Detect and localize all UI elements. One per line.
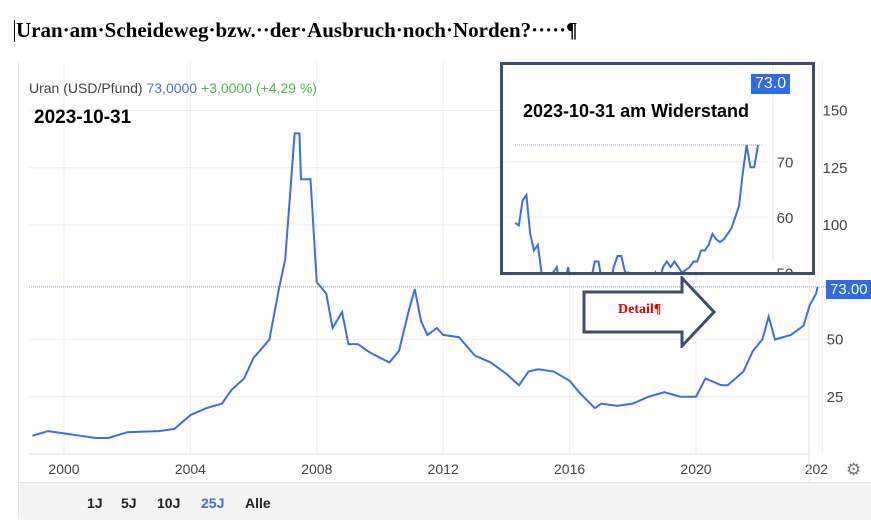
y-tick-label: 25 — [827, 389, 844, 406]
detail-label: Detail¶ — [618, 302, 662, 317]
y-tick-label: 125 — [822, 160, 847, 177]
inset-y-tick-label: 70 — [777, 155, 794, 172]
range-button-25j[interactable]: 25J — [201, 495, 225, 511]
date-annotation: 2023-10-31 — [34, 107, 132, 128]
price-change: +3,0000 (+4,29 %) — [200, 80, 317, 96]
x-tick-label: 2016 — [554, 461, 585, 477]
range-button-5j[interactable]: 5J — [121, 495, 137, 511]
inset-y-tick-label: 60 — [777, 210, 794, 227]
current-price: 73,0000 — [146, 80, 198, 96]
inset-title: 2023-10-31 am Widerstand — [523, 101, 749, 121]
x-tick-label: 2012 — [428, 461, 459, 477]
inset-price-line — [514, 144, 759, 272]
inset-chart: 40506070 — [503, 65, 794, 272]
current-price-tag: 73.00 — [826, 280, 871, 299]
y-tick-label: 100 — [822, 217, 847, 234]
range-button-alle[interactable]: Alle — [245, 495, 271, 511]
x-tick-label: 202 — [805, 461, 829, 477]
inset-price-tag: 73.0 — [751, 74, 791, 94]
document-title: Uran·am·Scheideweg·bzw.··der·Ausbruch·no… — [13, 18, 578, 42]
detail-arrow-icon — [582, 276, 717, 348]
range-button-10j[interactable]: 10J — [157, 495, 181, 511]
settings-gear-icon[interactable]: ⚙ — [846, 460, 862, 479]
instrument-name: Uran (USD/Pfund) — [29, 80, 143, 96]
range-selector: 1J 5J 10J 25J Alle — [19, 482, 871, 520]
x-tick-label: 2008 — [301, 461, 332, 477]
y-tick-label: 50 — [827, 332, 844, 349]
inset-y-tick-label: 50 — [777, 266, 794, 272]
price-line — [32, 132, 819, 439]
detail-inset: 40506070 2023-10-31 am Widerstand 73.0 — [500, 62, 815, 275]
x-tick-label: 2004 — [175, 461, 206, 477]
x-tick-label: 2020 — [680, 461, 711, 477]
y-tick-label: 150 — [822, 103, 847, 120]
chart-legend: Uran (USD/Pfund) 73,0000 +3,0000 (+4,29 … — [29, 80, 317, 96]
range-button-1j[interactable]: 1J — [87, 495, 103, 511]
x-tick-label: 2000 — [48, 461, 79, 477]
